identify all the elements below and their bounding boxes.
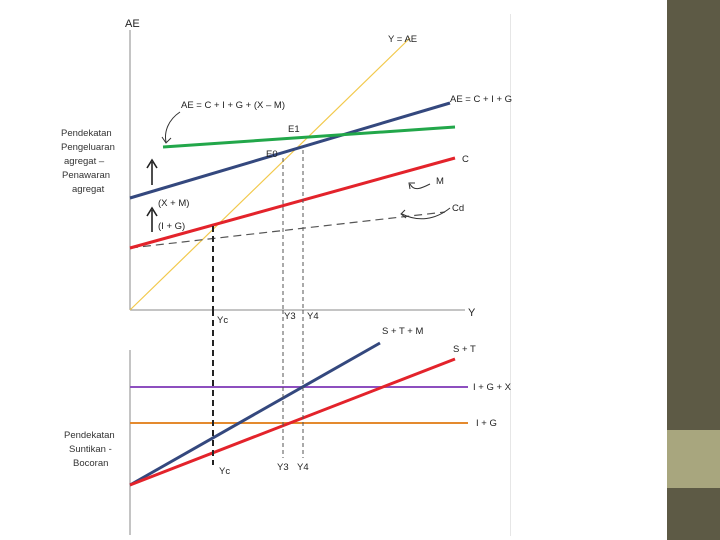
top-side-label: Pendekatan Pengeluaran agregat – Penawar… bbox=[61, 128, 118, 195]
figure-panel bbox=[55, 14, 511, 536]
arrow-up-xm bbox=[146, 158, 158, 185]
label-e1: E1 bbox=[288, 124, 300, 135]
top-y-axis-label: AE bbox=[125, 18, 140, 30]
callout-aexm bbox=[165, 111, 181, 143]
bottom-side-line-1: Pendekatan bbox=[64, 430, 115, 441]
arrow-up-ig bbox=[146, 206, 158, 232]
top-side-line-3: agregat – bbox=[64, 156, 105, 167]
top-side-line-2: Pengeluaran bbox=[61, 142, 115, 153]
line-y-equals-ae bbox=[129, 37, 411, 311]
line-ae-cig-xm bbox=[162, 125, 456, 149]
bottom-diagram: S + T + M S + T I + G + X I + G Yc Y3 Y4… bbox=[64, 310, 512, 535]
top-side-line-4: Penawaran bbox=[62, 170, 110, 181]
label-xm-shift: (X + M) bbox=[158, 198, 189, 209]
line-st bbox=[129, 357, 456, 487]
label-ae-cig: AE = C + I + G bbox=[450, 94, 512, 105]
bottom-side-label: Pendekatan Suntikan - Bocoran bbox=[64, 430, 117, 469]
line-cd bbox=[129, 211, 446, 249]
line-stm bbox=[129, 341, 381, 487]
top-diagram: AE Y Y = AE AE = C + I + G AE = C + I + … bbox=[61, 18, 512, 326]
top-side-line-5: agregat bbox=[72, 184, 105, 195]
label-st: S + T bbox=[453, 344, 476, 355]
label-igx: I + G + X bbox=[473, 382, 512, 393]
sidebar-divider bbox=[664, 0, 666, 540]
label-c: C bbox=[462, 154, 469, 165]
bottom-side-line-2: Suntikan - bbox=[69, 444, 112, 455]
label-y-equals-ae: Y = AE bbox=[388, 34, 417, 45]
callout-m bbox=[409, 183, 431, 190]
sidebar-accent-block bbox=[667, 430, 720, 488]
label-y3-bottom: Y3 bbox=[277, 462, 289, 473]
label-m: M bbox=[436, 176, 444, 187]
label-e0: E0 bbox=[266, 149, 278, 160]
line-ae-cig bbox=[129, 101, 451, 200]
label-y4-bottom: Y4 bbox=[297, 462, 309, 473]
label-stm: S + T + M bbox=[382, 326, 423, 337]
label-ig: I + G bbox=[476, 418, 497, 429]
label-ig-shift: (I + G) bbox=[158, 221, 185, 232]
label-cd: Cd bbox=[452, 203, 464, 214]
callout-cd bbox=[401, 207, 451, 220]
label-ae-cig-xm: AE = C + I + G + (X – M) bbox=[181, 100, 285, 111]
label-y4-top: Y4 bbox=[307, 311, 319, 322]
label-yc-bottom: Yc bbox=[219, 466, 230, 477]
label-yc-top: Yc bbox=[217, 315, 228, 326]
line-c bbox=[129, 156, 456, 250]
top-x-axis-label: Y bbox=[468, 307, 476, 319]
top-side-line-1: Pendekatan bbox=[61, 128, 112, 139]
bottom-side-line-3: Bocoran bbox=[73, 458, 108, 469]
label-y3-top: Y3 bbox=[284, 311, 296, 322]
